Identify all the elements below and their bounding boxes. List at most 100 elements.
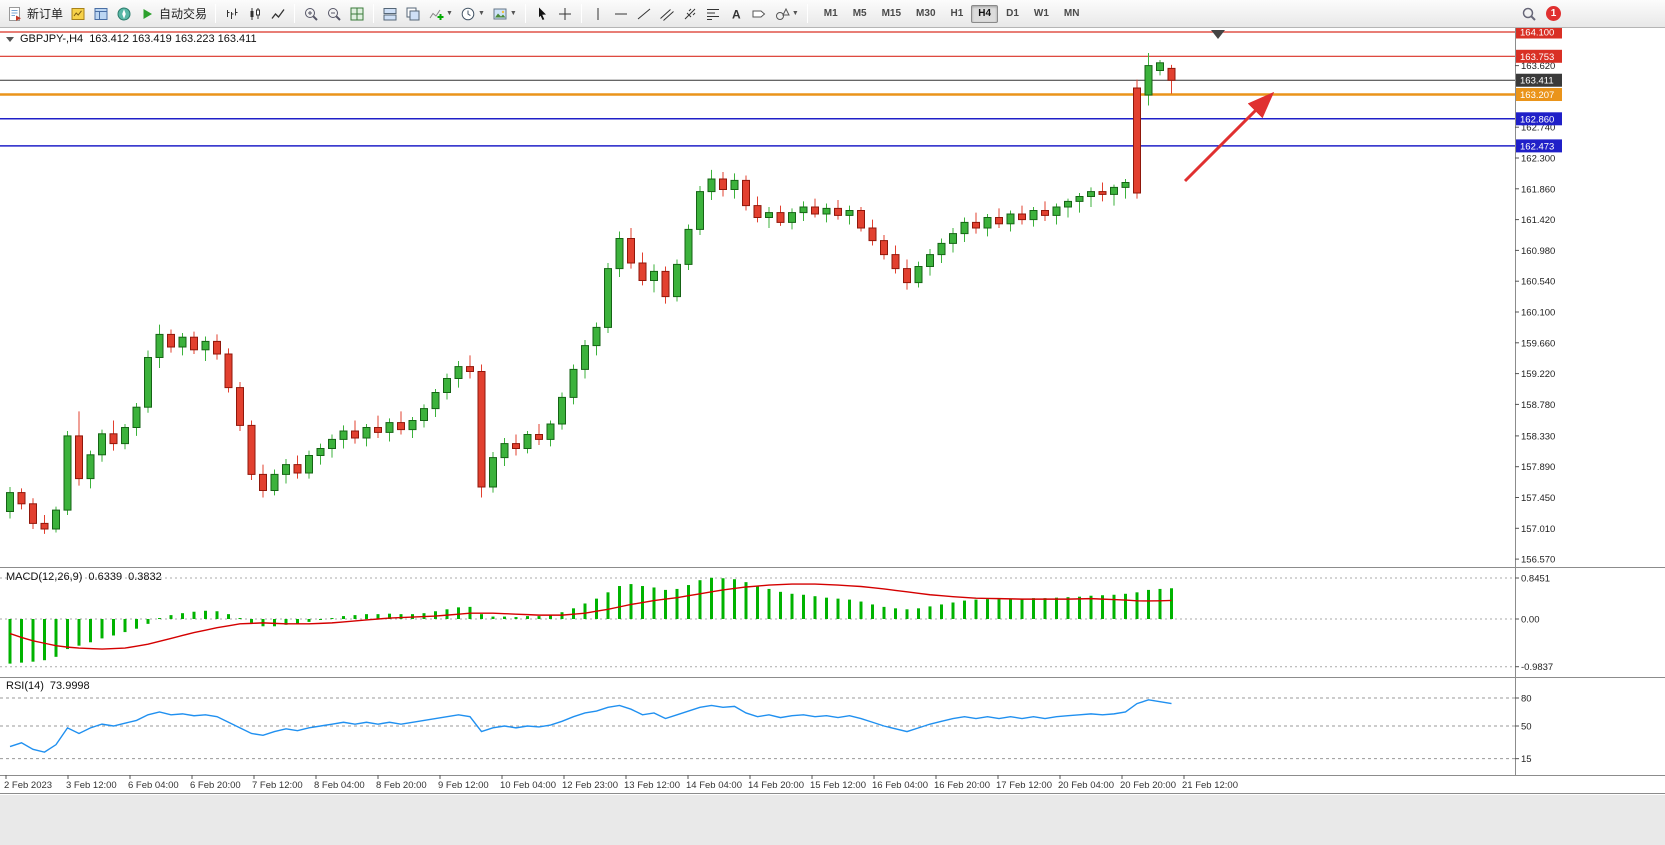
- candle-body: [477, 371, 486, 488]
- line-chart-button[interactable]: [267, 2, 289, 26]
- time-axis-label: 20 Feb 04:00: [1058, 780, 1114, 791]
- candle-body: [17, 492, 26, 505]
- toolbar-separator: [373, 4, 375, 23]
- new-order-button[interactable]: 新订单: [4, 2, 66, 26]
- periods-button[interactable]: ▼: [457, 2, 488, 26]
- search-icon[interactable]: [1521, 6, 1537, 22]
- notification-badge[interactable]: 1: [1546, 6, 1561, 21]
- candle-body: [569, 368, 578, 398]
- new-chart-button[interactable]: [379, 2, 401, 26]
- candle-body: [40, 522, 49, 530]
- candlestick-chart-icon: [250, 7, 261, 20]
- trendline-tool-button[interactable]: [633, 2, 655, 26]
- bar-chart-button[interactable]: [221, 2, 243, 26]
- candle-body: [121, 427, 129, 445]
- candle-body: [443, 378, 451, 393]
- candle-body: [661, 270, 670, 298]
- chart-shift-marker[interactable]: [1211, 30, 1225, 39]
- candle-body: [1167, 67, 1176, 81]
- price-axis-label: 160.540: [1521, 277, 1555, 288]
- zoom-in-icon: [305, 7, 318, 21]
- timeframe-m15[interactable]: M15: [881, 7, 902, 19]
- candle-body: [535, 434, 543, 440]
- zoom-in-button[interactable]: [300, 2, 322, 26]
- candle-body: [742, 179, 750, 207]
- candle-body: [638, 262, 647, 281]
- text-label-tool-button[interactable]: [748, 2, 770, 26]
- timeframe-m30[interactable]: M30: [916, 7, 936, 19]
- candle-body: [63, 435, 72, 511]
- navigator-icon: [117, 7, 131, 20]
- price-tag: [1516, 112, 1562, 126]
- navigator-button[interactable]: [113, 2, 135, 26]
- data-window-button[interactable]: [90, 2, 112, 26]
- annotation-arrow[interactable]: [1183, 91, 1275, 183]
- rsi-line: [9, 699, 1172, 753]
- timeframe-m5[interactable]: M5: [852, 7, 867, 19]
- candle-body: [719, 178, 727, 190]
- macd-axis-label: 0.8451: [1521, 574, 1550, 585]
- timeframe-m1[interactable]: M1: [823, 7, 838, 19]
- time-axis-label: 16 Feb 20:00: [934, 780, 990, 791]
- toolbar-separator: [294, 4, 296, 23]
- templates-button[interactable]: ▼: [489, 2, 520, 26]
- shapes-icon: [775, 7, 790, 20]
- fibonacci-tool-button[interactable]: [702, 2, 724, 26]
- zoom-out-button[interactable]: [323, 2, 345, 26]
- shapes-tool-button[interactable]: ▼: [771, 2, 802, 26]
- channel-tool-button[interactable]: [656, 2, 678, 26]
- price-axis-label: 159.660: [1521, 338, 1555, 349]
- candle-body: [857, 210, 865, 229]
- timeframe-h1[interactable]: H1: [950, 7, 964, 19]
- bar-chart-icon: [227, 8, 238, 19]
- symbol-info: GBPJPY-,H4 163.412 163.419 163.223 163.4…: [6, 33, 257, 45]
- vertical-line-tool-button[interactable]: [587, 2, 609, 26]
- candle-body: [1075, 196, 1084, 202]
- pitchfork-tool-button[interactable]: [679, 2, 701, 26]
- rsi-level-label: 80: [1521, 694, 1532, 705]
- crosshair-button[interactable]: [554, 2, 576, 26]
- cursor-icon: [538, 7, 546, 20]
- toolbar-separator: [524, 4, 526, 23]
- text-tool-button[interactable]: A: [725, 2, 747, 26]
- market-watch-button[interactable]: [67, 2, 89, 26]
- timeframe-d1[interactable]: D1: [1006, 7, 1019, 19]
- cursor-button[interactable]: [531, 2, 553, 26]
- candle-body: [673, 263, 681, 298]
- candlestick-chart-button[interactable]: [244, 2, 266, 26]
- indicators-button[interactable]: ▼: [425, 2, 456, 26]
- candle-body: [431, 392, 440, 410]
- time-axis-label: 20 Feb 20:00: [1120, 780, 1176, 791]
- toolbar-separator: [215, 4, 217, 23]
- timeframe-w1[interactable]: W1: [1033, 7, 1049, 19]
- time-axis-label: 12 Feb 23:00: [562, 780, 618, 791]
- data-window-icon: [94, 7, 108, 20]
- price-tag-label: 162.473: [1520, 141, 1554, 152]
- market-watch-icon: [71, 7, 85, 20]
- macd-axis-label: 0.00: [1521, 615, 1540, 626]
- candle-body: [1144, 65, 1153, 96]
- tile-windows-button[interactable]: [346, 2, 368, 26]
- time-axis-label: 10 Feb 04:00: [500, 780, 556, 791]
- time-axis-label: 9 Feb 12:00: [438, 780, 489, 791]
- candle-body: [1133, 87, 1141, 194]
- chevron-down-icon: ▼: [509, 10, 517, 17]
- candle-body: [650, 270, 658, 281]
- autotrading-button[interactable]: 自动交易: [136, 2, 210, 26]
- price-tag-label: 163.207: [1520, 90, 1554, 101]
- time-axis-label: 7 Feb 12:00: [252, 780, 303, 791]
- new-chart-icon: [383, 7, 397, 20]
- candle-body: [604, 268, 612, 328]
- horizontal-line-tool-button[interactable]: [610, 2, 632, 26]
- channel-icon: [660, 8, 674, 21]
- arrange-windows-button[interactable]: [402, 2, 424, 26]
- symbol-dropdown-icon[interactable]: [6, 36, 14, 42]
- price-tag: [1516, 73, 1562, 87]
- timeframe-h4[interactable]: H4: [971, 4, 999, 23]
- timeframe-mn[interactable]: MN: [1063, 7, 1080, 19]
- timeframe-toolbar: M1 M5 M15 M30 H1 H4 D1 W1 MN: [817, 4, 1087, 23]
- time-axis-label: 13 Feb 12:00: [624, 780, 680, 791]
- candle-body: [29, 503, 37, 524]
- price-axis-label: 160.980: [1521, 246, 1555, 257]
